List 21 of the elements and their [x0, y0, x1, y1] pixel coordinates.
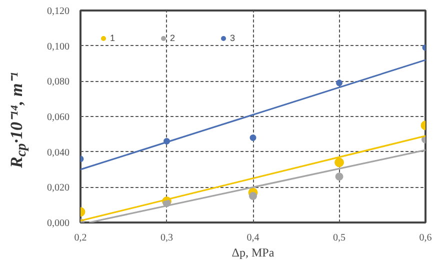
point [250, 134, 256, 141]
y-tick-label: 0,040 [47, 147, 70, 158]
x-tick-label: 0,4 [246, 232, 260, 244]
y-tick-label: 0,020 [47, 182, 70, 194]
y-tick-label: 0,080 [47, 76, 70, 88]
x-tick-label: 0,3 [160, 232, 173, 244]
legend-label: 3 [230, 33, 236, 43]
x-tick-label: 0,6 [419, 232, 432, 244]
legend-label: 2 [170, 33, 176, 43]
point [335, 172, 344, 181]
point [336, 80, 342, 86]
point [249, 192, 257, 200]
x-tick-label: 0,2 [74, 232, 87, 244]
x-axis-title: Δp, MPa [232, 246, 275, 260]
point [334, 158, 344, 168]
y-tick-label: 0,060 [47, 112, 70, 123]
y-tick-label: 0,120 [47, 6, 70, 17]
x-tick-label: 0,5 [333, 232, 346, 244]
y-tick-label: 0,100 [47, 41, 70, 52]
legend-label: 1 [110, 33, 116, 43]
y-tick-label: 0,000 [47, 218, 70, 229]
